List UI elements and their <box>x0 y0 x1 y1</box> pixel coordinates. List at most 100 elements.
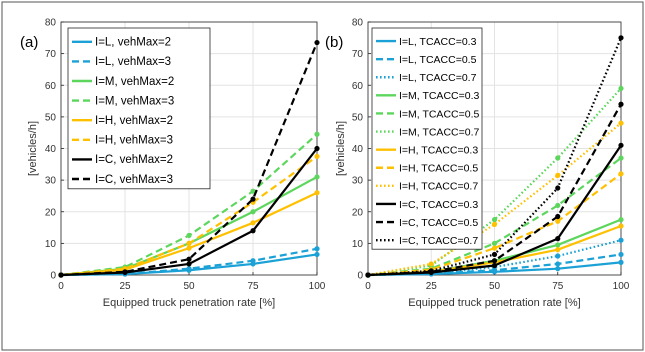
data-point <box>491 221 498 227</box>
data-point <box>618 251 624 258</box>
data-point <box>618 35 624 41</box>
series-line-4 <box>367 157 622 277</box>
y-tick-label: 60 <box>352 81 364 92</box>
x-axis-label: Equipped truck penetration rate [%] <box>408 297 580 309</box>
data-point <box>555 155 561 161</box>
x-tick-label: 100 <box>613 281 630 292</box>
legend-entry-label: I=C, vehMax=3 <box>95 174 173 186</box>
series-line-2 <box>367 239 622 277</box>
data-point <box>122 269 128 275</box>
y-tick-label: 60 <box>45 81 57 92</box>
data-point <box>555 253 561 259</box>
legend-entry-label: I=M, TCACC=0.3 <box>399 90 479 102</box>
x-tick-label: 25 <box>119 281 131 292</box>
y-axis-label: [vehicles/h] <box>27 121 39 176</box>
legend-entry-label: I=L, TCACC=0.3 <box>399 36 477 48</box>
data-point <box>186 266 192 272</box>
panel-b: (b) 0 10 20 30 40 50 60 70 80 0 25 50 75 100 Equipped t… <box>325 18 630 310</box>
data-point <box>250 220 256 226</box>
series-line-1 <box>60 247 318 277</box>
legend-entry-label: I=H, TCACC=0.5 <box>399 163 478 175</box>
data-point <box>555 236 561 242</box>
legend-entry-label: I=C, TCACC=0.3 <box>399 199 478 211</box>
x-tick-label: 0 <box>58 281 64 292</box>
data-point <box>314 131 320 137</box>
data-point <box>555 242 561 248</box>
x-axis-label: Equipped truck penetration rate [%] <box>103 297 275 309</box>
data-point <box>618 223 624 229</box>
y-tick-label: 80 <box>352 18 364 29</box>
data-point <box>314 145 320 152</box>
data-point <box>186 256 192 262</box>
y-axis-label: [vehicles/h] <box>335 121 347 176</box>
data-point <box>250 228 256 234</box>
data-point <box>186 261 192 267</box>
data-point <box>555 185 561 191</box>
legend-entry-label: I=L, vehMax=3 <box>95 56 171 68</box>
data-point <box>428 268 434 274</box>
data-point <box>555 266 561 272</box>
data-point <box>618 259 624 265</box>
data-point <box>618 155 624 161</box>
legend-entry-label: I=H, vehMax=3 <box>95 135 173 147</box>
data-point <box>555 213 561 220</box>
y-tick-label: 0 <box>50 271 56 282</box>
legend-entry-label: I=M, TCACC=0.5 <box>399 108 479 120</box>
data-point <box>555 261 561 267</box>
legend-entry-label: I=H, TCACC=0.3 <box>399 144 478 156</box>
data-point <box>555 172 561 178</box>
data-point <box>186 245 192 251</box>
x-tick-label: 50 <box>183 281 195 292</box>
data-point <box>491 251 498 258</box>
panel-label: (a) <box>20 34 38 51</box>
legend-entry-label: I=L, TCACC=0.5 <box>399 54 477 66</box>
y-tick-label: 50 <box>45 112 57 123</box>
data-point <box>314 246 320 252</box>
legend-entry-label: I=C, vehMax=2 <box>95 154 173 166</box>
data-point <box>58 272 64 278</box>
data-point <box>314 153 320 160</box>
data-point <box>365 272 371 278</box>
legend-entry-label: I=C, TCACC=0.5 <box>399 217 478 229</box>
y-tick-label: 10 <box>45 239 57 250</box>
x-tick-label: 50 <box>489 281 501 292</box>
data-point <box>618 142 624 148</box>
y-tick-label: 10 <box>352 239 364 250</box>
data-point <box>555 247 561 253</box>
data-point <box>250 209 256 215</box>
y-tick-label: 20 <box>45 207 57 218</box>
data-point <box>555 202 561 209</box>
data-point <box>491 262 498 269</box>
x-tick-label: 0 <box>365 281 371 292</box>
data-point <box>491 217 498 223</box>
legend-box <box>371 27 483 250</box>
y-tick-label: 30 <box>45 176 57 187</box>
y-tick-label: 50 <box>352 112 364 123</box>
data-point <box>618 217 624 223</box>
data-point <box>618 171 624 177</box>
data-point <box>491 245 498 251</box>
x-tick-label: 75 <box>247 281 259 292</box>
y-tick-label: 70 <box>45 49 57 60</box>
y-tick-label: 0 <box>357 271 363 282</box>
data-point <box>250 258 256 264</box>
panel-label: (b) <box>325 34 343 51</box>
y-tick-label: 70 <box>352 49 364 60</box>
data-point <box>314 174 320 180</box>
x-tick-label: 100 <box>309 281 326 292</box>
data-point <box>618 85 624 92</box>
data-point <box>555 218 561 224</box>
legend-entry-label: I=H, TCACC=0.7 <box>399 181 478 193</box>
y-tick-label: 80 <box>45 18 57 29</box>
legend-entry-label: I=H, vehMax=2 <box>95 115 173 127</box>
legend-box <box>67 27 211 190</box>
data-point <box>618 237 624 243</box>
data-point <box>250 196 256 202</box>
data-point <box>186 232 192 239</box>
legend-entry-label: I=L, TCACC=0.7 <box>399 72 477 84</box>
data-point <box>618 101 624 107</box>
data-point <box>491 258 498 264</box>
legend-entry-label: I=M, vehMax=3 <box>95 95 174 107</box>
legend-entry-label: I=L, vehMax=2 <box>95 37 171 49</box>
